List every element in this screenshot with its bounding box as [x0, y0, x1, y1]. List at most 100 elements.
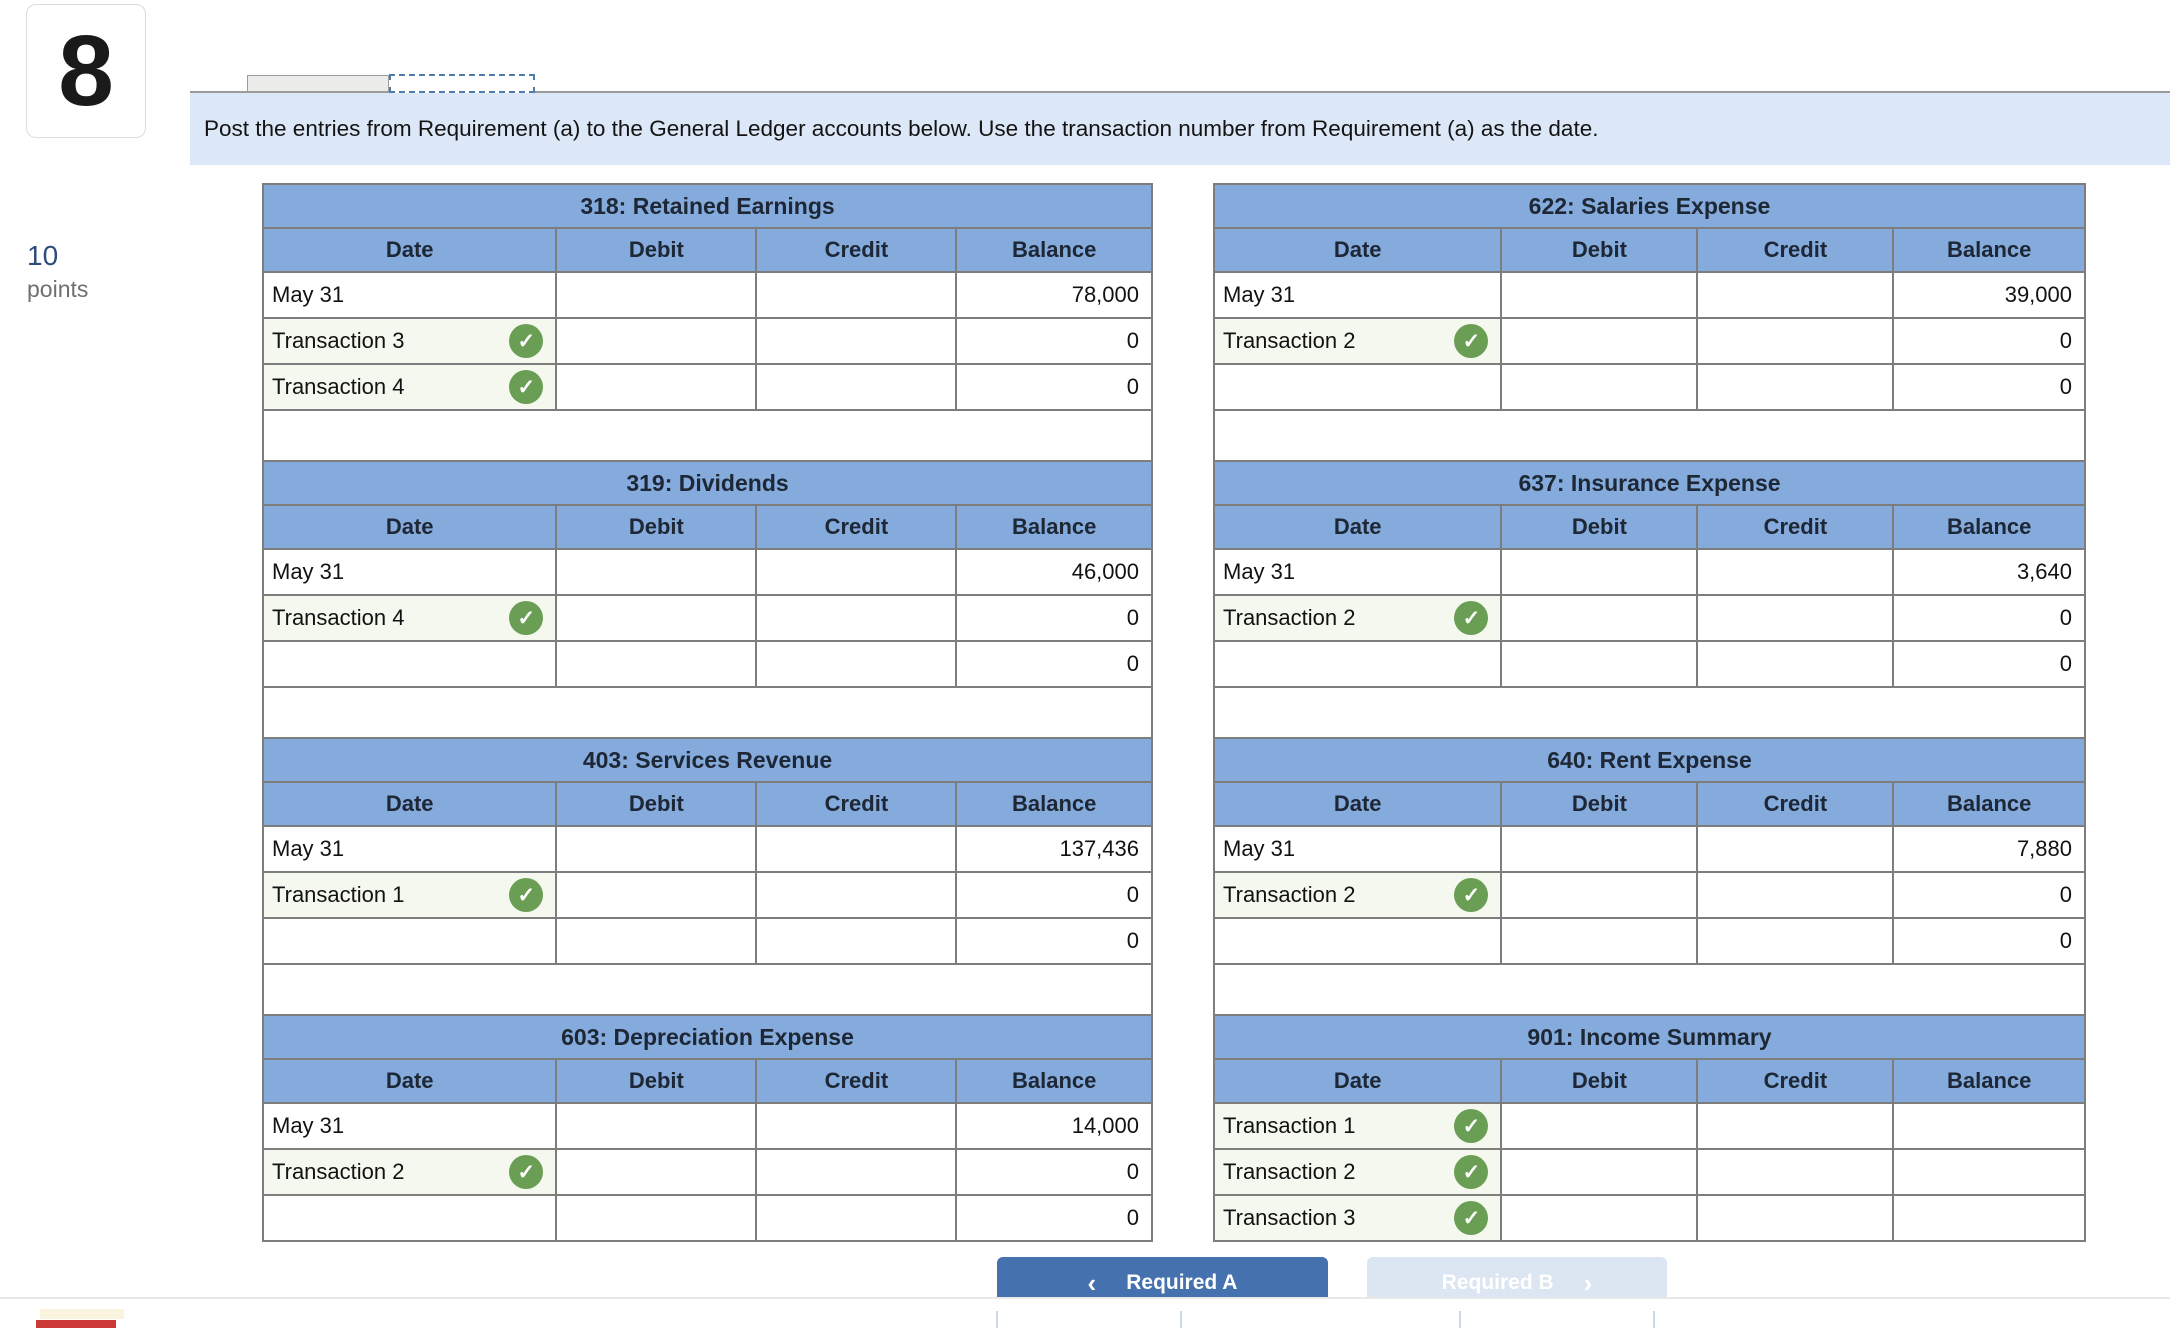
debit-cell[interactable]: [1500, 271, 1699, 319]
ledger-table-901: 901: Income Summary Date Debit Credit Balanc…: [1212, 1014, 2086, 1242]
debit-cell[interactable]: [1500, 640, 1699, 688]
credit-cell[interactable]: [755, 917, 958, 965]
ledger-row: 0: [261, 640, 1153, 688]
debit-cell[interactable]: [555, 871, 758, 919]
credit-cell[interactable]: [755, 271, 958, 319]
date-cell[interactable]: Transaction 2 ✓: [1212, 594, 1503, 642]
credit-cell[interactable]: [755, 871, 958, 919]
credit-cell[interactable]: [1696, 825, 1895, 873]
date-cell[interactable]: Transaction 4 ✓: [261, 363, 558, 411]
credit-cell[interactable]: [1696, 363, 1895, 411]
widget-top-border: [190, 91, 2170, 93]
debit-cell[interactable]: [1500, 1148, 1699, 1196]
debit-cell[interactable]: [555, 271, 758, 319]
ledger-row: 0: [1212, 640, 2086, 688]
date-cell[interactable]: Transaction 4 ✓: [261, 594, 558, 642]
date-cell[interactable]: Transaction 2 ✓: [1212, 871, 1503, 919]
credit-cell[interactable]: [1696, 548, 1895, 596]
column-header-credit: Credit: [1696, 227, 1895, 273]
date-cell[interactable]: Transaction 1 ✓: [261, 871, 558, 919]
date-cell[interactable]: Transaction 3 ✓: [261, 317, 558, 365]
ledger-title-901: 901: Income Summary: [1213, 1014, 2086, 1060]
ledger-table-603: 603: Depreciation Expense Date Debit Credit…: [261, 1014, 1153, 1242]
column-header-balance: Balance: [1892, 504, 2086, 550]
ledger-spacer: [1213, 688, 2086, 737]
date-label: May 31: [1223, 282, 1296, 307]
credit-cell[interactable]: [1696, 1102, 1895, 1150]
credit-cell[interactable]: [1696, 317, 1895, 365]
debit-cell[interactable]: [1500, 363, 1699, 411]
debit-cell[interactable]: [1500, 1194, 1699, 1242]
debit-cell[interactable]: [1500, 1102, 1699, 1150]
credit-cell[interactable]: [1696, 917, 1895, 965]
date-cell: May 31: [261, 548, 558, 596]
credit-cell[interactable]: [755, 640, 958, 688]
ledger-row: Transaction 2 ✓ 0: [1212, 317, 2086, 365]
check-icon: ✓: [1454, 878, 1489, 912]
debit-cell[interactable]: [1500, 825, 1699, 873]
column-header-debit: Debit: [1500, 781, 1699, 827]
date-label: Transaction 2: [1223, 328, 1356, 353]
column-header-credit: Credit: [1696, 504, 1895, 550]
credit-cell[interactable]: [1696, 1148, 1895, 1196]
column-header-debit: Debit: [1500, 227, 1699, 273]
check-icon: ✓: [1454, 1155, 1489, 1189]
date-cell: [1212, 917, 1503, 965]
credit-cell[interactable]: [1696, 1194, 1895, 1242]
credit-cell[interactable]: [755, 1194, 958, 1242]
check-icon: ✓: [1454, 324, 1489, 358]
balance-cell: [1892, 1102, 2086, 1150]
ledger-table-640: 640: Rent Expense Date Debit Credit Balance M…: [1212, 737, 2086, 965]
ledger-title-640: 640: Rent Expense: [1213, 737, 2086, 783]
date-cell[interactable]: Transaction 2 ✓: [1212, 1148, 1503, 1196]
ledger-row: Transaction 1 ✓ 0: [261, 871, 1153, 919]
date-cell: May 31: [1212, 548, 1503, 596]
debit-cell[interactable]: [555, 1194, 758, 1242]
debit-cell[interactable]: [555, 917, 758, 965]
column-guide-line: [1180, 1311, 1182, 1328]
ledger-row: Transaction 3 ✓: [1212, 1194, 2086, 1242]
balance-cell: 0: [955, 1148, 1153, 1196]
balance-cell: 0: [1892, 871, 2086, 919]
ledger-row: 0: [1212, 363, 2086, 411]
debit-cell[interactable]: [1500, 871, 1699, 919]
credit-cell[interactable]: [1696, 871, 1895, 919]
credit-cell[interactable]: [755, 548, 958, 596]
credit-cell[interactable]: [755, 825, 958, 873]
credit-cell[interactable]: [755, 317, 958, 365]
credit-cell[interactable]: [1696, 640, 1895, 688]
debit-cell[interactable]: [555, 317, 758, 365]
ledger-row: Transaction 2 ✓ 0: [261, 1148, 1153, 1196]
debit-cell[interactable]: [555, 1148, 758, 1196]
column-header-debit: Debit: [1500, 1058, 1699, 1104]
credit-cell[interactable]: [755, 363, 958, 411]
column-header-balance: Balance: [1892, 781, 2086, 827]
check-icon: ✓: [509, 1155, 544, 1189]
credit-cell[interactable]: [755, 594, 958, 642]
credit-cell[interactable]: [755, 1148, 958, 1196]
credit-cell[interactable]: [1696, 594, 1895, 642]
date-cell[interactable]: Transaction 2 ✓: [1212, 317, 1503, 365]
credit-cell[interactable]: [1696, 271, 1895, 319]
debit-cell[interactable]: [555, 363, 758, 411]
debit-cell[interactable]: [555, 594, 758, 642]
credit-cell[interactable]: [755, 1102, 958, 1150]
debit-cell[interactable]: [555, 640, 758, 688]
column-header-balance: Balance: [1892, 1058, 2086, 1104]
date-cell[interactable]: Transaction 1 ✓: [1212, 1102, 1503, 1150]
date-cell[interactable]: Transaction 3 ✓: [1212, 1194, 1503, 1242]
debit-cell[interactable]: [555, 825, 758, 873]
resize-handle[interactable]: [389, 74, 535, 93]
debit-cell[interactable]: [555, 1102, 758, 1150]
debit-cell[interactable]: [555, 548, 758, 596]
date-cell[interactable]: Transaction 2 ✓: [261, 1148, 558, 1196]
balance-cell: 0: [1892, 640, 2086, 688]
ledger-title-603: 603: Depreciation Expense: [262, 1014, 1153, 1060]
column-header-debit: Debit: [555, 1058, 758, 1104]
debit-cell[interactable]: [1500, 317, 1699, 365]
column-guide-line: [1459, 1311, 1461, 1328]
debit-cell[interactable]: [1500, 548, 1699, 596]
debit-cell[interactable]: [1500, 917, 1699, 965]
debit-cell[interactable]: [1500, 594, 1699, 642]
